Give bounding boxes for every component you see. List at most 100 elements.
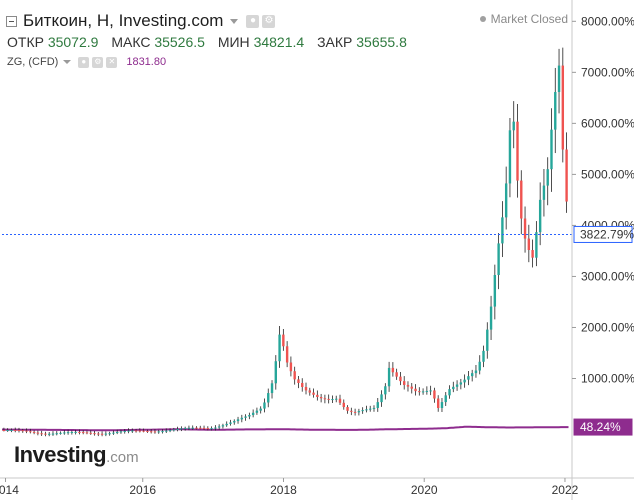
btc-candle[interactable] <box>17 429 21 431</box>
btc-candle[interactable] <box>278 334 281 362</box>
btc-candle[interactable] <box>131 430 134 432</box>
btc-candle[interactable] <box>546 169 549 186</box>
btc-candle[interactable] <box>395 372 398 377</box>
btc-candle[interactable] <box>66 432 70 434</box>
btc-candle[interactable] <box>285 346 289 363</box>
btc-candle[interactable] <box>425 390 429 392</box>
btc-candle[interactable] <box>119 431 123 433</box>
btc-candle[interactable] <box>384 386 387 395</box>
btc-candle[interactable] <box>104 433 108 435</box>
gear-icon[interactable]: ⚙ <box>262 14 276 28</box>
btc-candle[interactable] <box>85 432 89 434</box>
btc-candle[interactable] <box>535 232 538 258</box>
btc-candle[interactable] <box>78 431 81 433</box>
btc-candle[interactable] <box>327 398 330 400</box>
collapse-icon[interactable] <box>6 15 17 27</box>
btc-candle[interactable] <box>214 427 217 429</box>
btc-candle[interactable] <box>501 217 504 244</box>
btc-candle[interactable] <box>236 419 240 422</box>
gold-series-line[interactable] <box>2 425 569 432</box>
btc-candle[interactable] <box>304 386 308 391</box>
btc-candle[interactable] <box>14 429 17 431</box>
btc-candle[interactable] <box>565 149 568 202</box>
btc-candle[interactable] <box>44 433 47 435</box>
chart-title[interactable]: Биткоин, H, Investing.com <box>23 11 224 30</box>
btc-candle[interactable] <box>489 306 493 330</box>
btc-candle[interactable] <box>115 432 119 434</box>
btc-candle[interactable] <box>482 350 485 362</box>
btc-candle[interactable] <box>206 428 210 430</box>
btc-candle[interactable] <box>452 386 455 390</box>
btc-candle[interactable] <box>225 423 228 426</box>
btc-candle[interactable] <box>527 238 531 251</box>
btc-candle[interactable] <box>81 432 85 434</box>
btc-candle[interactable] <box>316 394 319 398</box>
btc-candle[interactable] <box>180 428 183 430</box>
btc-candle[interactable] <box>350 410 353 412</box>
btc-candle[interactable] <box>270 383 274 394</box>
btc-candle[interactable] <box>346 407 349 411</box>
btc-candle[interactable] <box>335 398 338 400</box>
btc-candle[interactable] <box>134 430 138 432</box>
btc-candle[interactable] <box>538 199 542 233</box>
btc-candle[interactable] <box>289 362 293 372</box>
eye-icon[interactable]: ● <box>78 56 90 68</box>
btc-candle[interactable] <box>55 433 58 435</box>
btc-candle[interactable] <box>554 92 557 130</box>
btc-candle[interactable] <box>32 431 36 433</box>
btc-candle[interactable] <box>365 409 368 411</box>
btc-candle[interactable] <box>108 433 111 435</box>
btc-candle[interactable] <box>433 390 436 399</box>
btc-candle[interactable] <box>342 402 345 408</box>
btc-candle[interactable] <box>199 427 202 429</box>
btc-candle[interactable] <box>217 426 221 428</box>
btc-candle[interactable] <box>410 386 413 389</box>
btc-candle[interactable] <box>51 433 55 435</box>
btc-candle[interactable] <box>504 183 508 218</box>
btc-candle[interactable] <box>357 411 361 413</box>
btc-candle[interactable] <box>168 430 172 432</box>
btc-candle[interactable] <box>25 430 28 432</box>
btc-candle[interactable] <box>10 429 13 431</box>
btc-candle[interactable] <box>74 431 77 433</box>
btc-candle[interactable] <box>403 381 406 385</box>
btc-candle[interactable] <box>297 379 300 383</box>
btc-candle[interactable] <box>142 430 145 432</box>
btc-candle[interactable] <box>36 432 40 434</box>
btc-candle[interactable] <box>312 392 315 395</box>
btc-candle[interactable] <box>418 391 421 393</box>
btc-candle[interactable] <box>259 408 262 411</box>
btc-candle[interactable] <box>89 432 92 434</box>
btc-candle[interactable] <box>436 398 440 409</box>
chevron-down-icon[interactable] <box>230 18 239 24</box>
btc-candle[interactable] <box>93 433 96 435</box>
btc-candle[interactable] <box>444 395 447 403</box>
btc-candle[interactable] <box>353 411 357 413</box>
close-icon[interactable]: ✕ <box>106 56 118 68</box>
btc-candle[interactable] <box>293 371 296 380</box>
btc-candle[interactable] <box>274 361 277 384</box>
btc-candle[interactable] <box>282 334 285 347</box>
btc-candle[interactable] <box>165 430 168 432</box>
btc-candle[interactable] <box>448 389 451 396</box>
btc-candle[interactable] <box>361 410 364 412</box>
btc-candle[interactable] <box>229 422 232 424</box>
indicator-legend[interactable]: ZG, (CFD) ● ⚙ ✕ 1831.80 <box>7 55 166 69</box>
btc-candle[interactable] <box>369 408 372 410</box>
btc-candle[interactable] <box>459 382 463 385</box>
btc-candle[interactable] <box>2 430 6 432</box>
btc-candle[interactable] <box>100 433 104 435</box>
btc-candle[interactable] <box>248 415 251 417</box>
btc-candle[interactable] <box>323 398 327 400</box>
btc-candle[interactable] <box>512 121 515 131</box>
btc-candle[interactable] <box>455 384 459 387</box>
btc-candle[interactable] <box>97 433 100 435</box>
btc-candle[interactable] <box>421 391 425 393</box>
btc-candle[interactable] <box>138 430 142 432</box>
btc-candle[interactable] <box>470 373 474 377</box>
btc-candle[interactable] <box>531 250 534 258</box>
btc-candle[interactable] <box>251 412 255 416</box>
btc-candle[interactable] <box>387 367 391 387</box>
btc-candle[interactable] <box>399 376 402 382</box>
